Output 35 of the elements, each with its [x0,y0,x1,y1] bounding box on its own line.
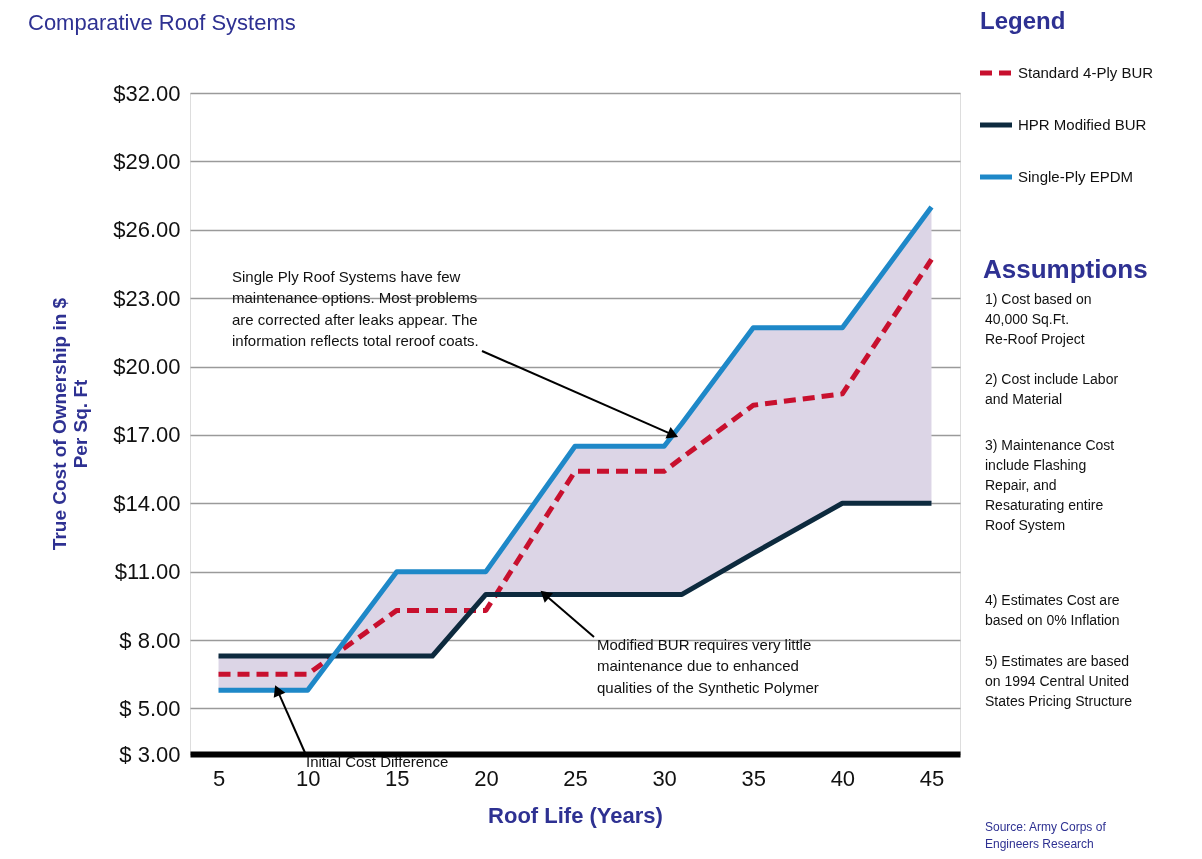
y-tick-label: $14.00 [113,490,181,516]
chart-title: Comparative Roof Systems [28,10,296,35]
y-tick-label: $ 5.00 [119,695,181,721]
y-tick-label: $26.00 [113,217,181,243]
x-tick-label: 35 [741,765,766,791]
y-tick-label: $11.00 [114,559,181,585]
y-tick-label: $20.00 [113,354,181,380]
y-tick-label: $ 8.00 [119,627,181,653]
legend-title: Legend [980,7,1066,34]
y-tick-label: $32.00 [113,80,181,106]
text: 3) Maintenance Cost include Flashing Repair, and Resaturating entire Roof System [985,437,1115,533]
annotation: Initial Cost Difference [306,753,449,770]
x-tick-label: 40 [830,765,856,791]
text: 5) Estimates are based on 1994 Central United States Pricing Structure [985,653,1133,709]
legend-label: Standard 4-Ply BUR [1018,64,1154,81]
legend-label: Single-Ply EPDM [1018,168,1134,185]
x-tick-label: 45 [919,765,945,791]
y-tick-label: $23.00 [113,285,181,311]
text: Assumptions [983,254,1148,284]
y-tick-label: $ 3.00 [119,741,181,767]
x-tick-label: 30 [652,765,677,791]
x-tick-label: 20 [474,765,499,791]
x-tick-label: 5 [212,765,226,791]
source-note: Source: Army Corps of Engineers Research [985,820,1107,852]
x-axis-title: Roof Life (Years) [488,802,663,828]
y-tick-label: $29.00 [113,148,181,174]
x-tick-label: 25 [563,765,588,791]
y-axis-title: True Cost of Ownership in $ Per Sq. Ft [49,297,92,551]
annotation: Single Ply Roof Systems have few maintenance options. Most problems are corrected after leaks appear. The information reflects total reroof coats. [232,268,479,349]
y-tick-label: $17.00 [113,422,181,448]
legend-label: HPR Modified BUR [1018,116,1147,133]
text: 1) Cost based on 40,000 Sq.Ft. Re-Roof Project [985,291,1092,347]
annotation: Modified BUR requires very little maintenance due to enhanced qualities of the Synthetic Polymer [597,636,819,696]
text: 2) Cost include Labor and Material [985,371,1119,407]
text: 4) Estimates Cost are based on 0% Inflation [985,592,1120,628]
